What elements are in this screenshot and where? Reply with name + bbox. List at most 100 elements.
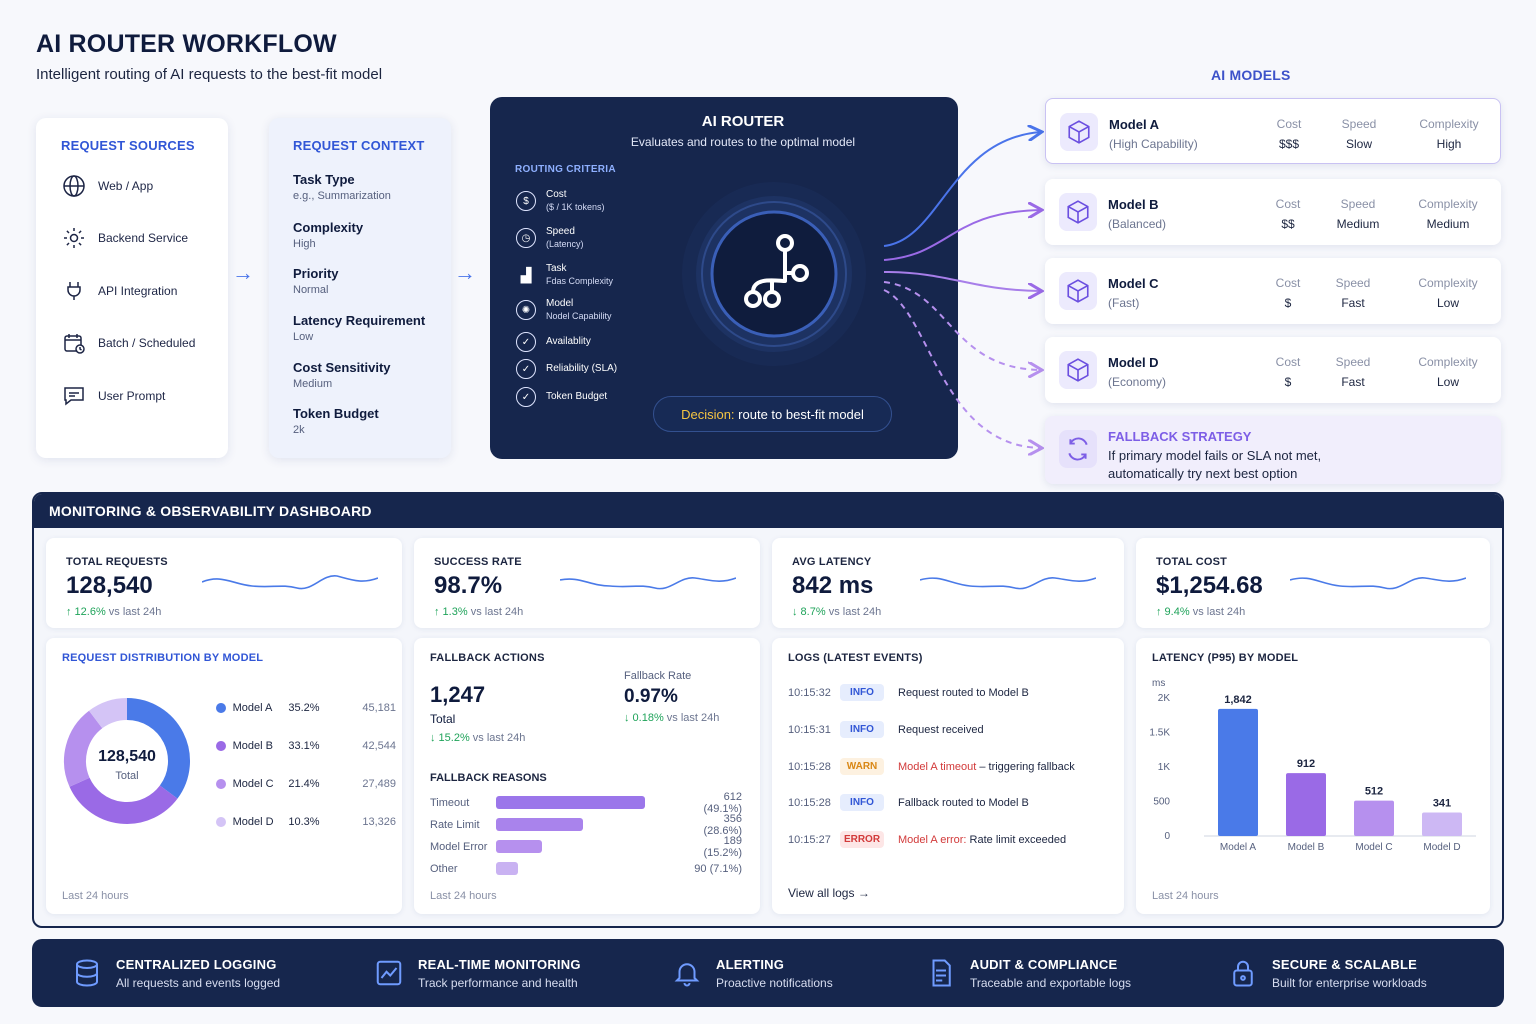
request-context-card: REQUEST CONTEXT Task Type e.g., Summariza… [269,118,451,458]
log-row[interactable]: 10:15:28 WARN Model A timeout – triggering… [788,758,1075,775]
chart-line-icon [376,960,402,986]
fallback-total-value: 1,247 [430,682,486,707]
fallback-rate-delta: ↓ 0.18% vs last 24h [624,712,720,724]
model-subtitle: (Balanced) [1108,217,1167,231]
source-batch-scheduled[interactable]: Batch / Scheduled [62,331,195,355]
request-sources-card: REQUEST SOURCES Web / App Backend Servic… [36,118,228,458]
latency-bar-model-c [1354,800,1394,836]
decision-pill: Decision: route to best-fit model [653,396,892,432]
y-tick-label: 1K [1158,762,1171,773]
source-label: Web / App [98,179,154,193]
criterion-task: ▟ Task Fdas Complexity [516,263,613,287]
fallback-strategy-card: FALLBACK STRATEGY If primary model fails… [1045,416,1501,484]
latency-title: LATENCY (P95) BY MODEL [1152,652,1299,664]
context-cost-sensitivity: Cost Sensitivity Medium [293,360,391,390]
source-api-integration[interactable]: API Integration [62,279,177,303]
context-latency-requirement: Latency Requirement Low [293,313,426,343]
source-label: Backend Service [98,231,189,245]
kpi-total-cost: TOTAL COST $1,254.68 ↑ 9.4% vs last 24h [1136,538,1490,628]
model-name: Model C [1108,276,1159,291]
shield-check-icon: ✓ [516,387,536,407]
criterion-availability: ✓ Availablity [516,332,591,352]
donut-slice-model-c [64,710,103,787]
sparkline [560,577,736,590]
shield-check-icon: ✓ [516,359,536,379]
chat-icon [64,387,84,406]
request-context-title: REQUEST CONTEXT [293,138,425,153]
shield-icon: ✓ [516,332,536,352]
model-card-b[interactable]: Model B (Balanced) Cost $$ Speed Medium Co… [1045,179,1501,245]
bell-icon [674,963,700,987]
criterion-reliability: ✓ Reliability (SLA) [516,359,617,379]
page-title: AI ROUTER WORKFLOW [36,30,337,58]
x-tick-label: Model C [1355,842,1392,853]
y-tick-label: 500 [1153,797,1170,808]
reason-bar [496,862,518,875]
reason-model-error: Model Error 189 (15.2%) [430,834,742,859]
y-tick-label: 1.5K [1149,728,1170,739]
distribution-title: REQUEST DISTRIBUTION BY MODEL [62,652,264,664]
latency-panel: LATENCY (P95) BY MODEL ms 0 500 1K 1.5K 2K 1,8… [1136,638,1490,914]
source-label: User Prompt [98,389,166,403]
context-complexity: Complexity High [293,220,364,250]
routing-criteria-title: ROUTING CRITERIA [515,164,616,175]
context-token-budget: Token Budget 2k [293,406,379,436]
logs-title: LOGS (LATEST EVENTS) [788,652,923,664]
latency-bar-chart: ms 0 500 1K 1.5K 2K 1,842 Model A 912 Model B 512 M… [1149,678,1476,853]
feature-alerting: ALERTING Proactive notifications [672,939,833,1007]
router-title: AI ROUTER [701,113,785,130]
log-row[interactable]: 10:15:32 INFO Request routed to Model B [788,684,1029,701]
sparkline [202,575,378,590]
reason-timeout: Timeout 612 (49.1%) [430,790,742,815]
log-row[interactable]: 10:15:31 INFO Request received [788,721,984,738]
source-backend-service[interactable]: Backend Service [62,226,188,250]
data-label: 512 [1365,786,1383,798]
calendar-icon [64,334,85,354]
x-tick-label: Model B [1288,842,1325,853]
model-name: Model A [1109,117,1160,132]
cube-icon [1059,193,1097,231]
feature-centralized-logging: CENTRALIZED LOGGING All requests and even… [72,939,280,1007]
fallback-strategy-title: FALLBACK STRATEGY [1108,429,1252,444]
distribution-donut [64,698,190,824]
fallback-rate-label: Fallback Rate [624,670,692,682]
cube-icon [1060,113,1098,151]
log-row[interactable]: 10:15:27 ERROR Model A error: Rate limit e… [788,831,1066,848]
x-tick-label: Model D [1423,842,1460,853]
kpi-avg-latency: AVG LATENCY 842 ms ↓ 8.7% vs last 24h [772,538,1124,628]
request-distribution-panel: REQUEST DISTRIBUTION BY MODEL 128,540 To… [46,638,402,914]
model-subtitle: (High Capability) [1109,137,1198,151]
brain-icon: ✺ [516,300,536,320]
page-subtitle: Intelligent routing of AI requests to th… [36,66,383,83]
model-card-c[interactable]: Model C (Fast) Cost $ Speed Fast Complexit… [1045,258,1501,324]
reason-bar [496,818,583,831]
request-sources-title: REQUEST SOURCES [61,138,195,153]
cube-icon [1059,351,1097,389]
view-all-logs-link[interactable]: View all logs → [788,886,870,900]
source-web-app[interactable]: Web / App [62,174,153,198]
y-axis-unit-label: ms [1152,678,1165,689]
cube-icon [1059,272,1097,310]
y-tick-label: 2K [1158,693,1171,704]
model-card-a[interactable]: Model A (High Capability) Cost $$$ Speed S… [1045,98,1501,164]
model-card-d[interactable]: Model D (Economy) Cost $ Speed Fast Comple… [1045,337,1501,403]
routing-connectors [883,110,1050,460]
source-user-prompt[interactable]: User Prompt [62,384,165,408]
reason-other: Other 90 (7.1%) [430,862,742,875]
latency-footer: Last 24 hours [1152,890,1219,902]
document-icon [932,959,951,987]
criterion-token-budget: ✓ Token Budget [516,387,607,407]
context-priority: Priority Normal [293,266,339,296]
model-subtitle: (Fast) [1108,296,1140,310]
fallback-actions-panel: FALLBACK ACTIONS 1,247 Total ↓ 15.2% vs … [414,638,760,914]
logs-panel: LOGS (LATEST EVENTS) 10:15:32 INFO Request… [772,638,1124,914]
legend-model-d: Model D 10.3% 13,326 [216,816,396,828]
features-footer: CENTRALIZED LOGGING All requests and even… [32,939,1504,1007]
log-row[interactable]: 10:15:28 INFO Fallback routed to Model B [788,794,1029,811]
bar-chart-icon: ▟ [520,266,532,283]
router-subtitle: Evaluates and routes to the optimal mode… [630,135,856,149]
globe-icon [63,175,85,197]
dollar-icon: $ [516,191,536,211]
decision-key: Decision: [681,407,735,422]
model-subtitle: (Economy) [1108,375,1167,389]
